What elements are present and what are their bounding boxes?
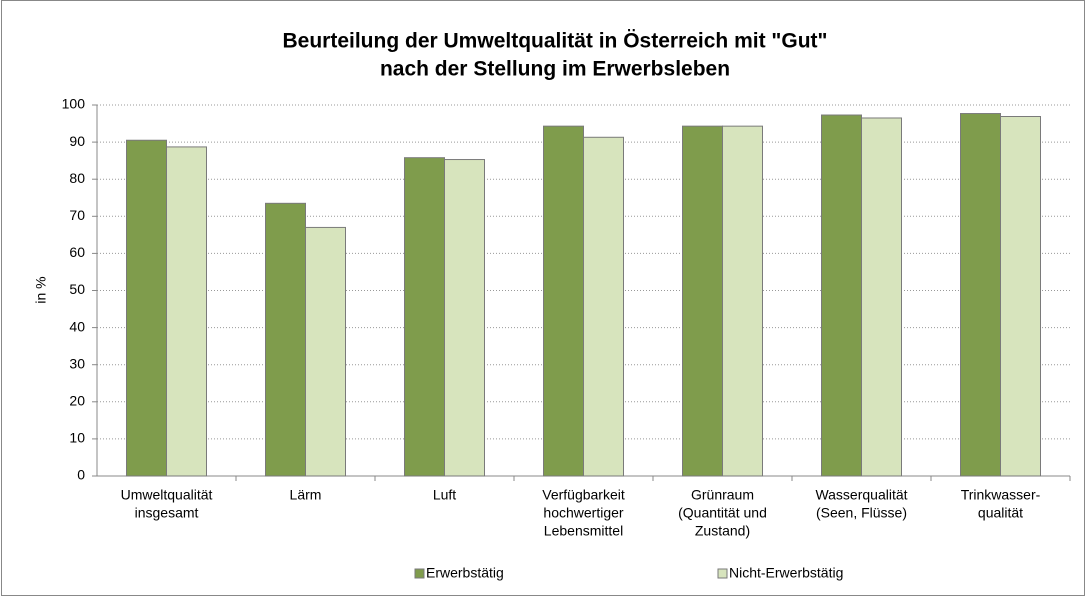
x-tick-label: Verfügbarkeit: [542, 487, 625, 503]
x-tick-label: Trinkwasser-: [961, 487, 1041, 503]
y-tick-label: 30: [69, 355, 85, 371]
y-tick-label: 90: [69, 133, 85, 149]
bar: [821, 114, 862, 477]
y-tick-label: 80: [69, 170, 85, 186]
x-tick-label: Umweltqualität: [121, 487, 213, 503]
bar: [1000, 116, 1041, 477]
bar: [126, 139, 167, 477]
bar: [583, 136, 624, 477]
chart-title: nach der Stellung im Erwerbsleben: [380, 58, 730, 81]
y-tick-label: 100: [62, 96, 86, 112]
legend-swatch: [717, 568, 728, 579]
x-tick-label: Lebensmittel: [544, 523, 623, 539]
bar: [861, 117, 902, 477]
x-tick-label: hochwertiger: [543, 505, 623, 521]
legend-swatch: [414, 568, 425, 579]
x-tick-label: (Quantität und: [678, 505, 767, 521]
y-tick-label: 10: [69, 430, 85, 446]
bar: [543, 125, 584, 477]
bar: [444, 159, 485, 477]
x-tick-label: Grünraum: [691, 487, 754, 503]
bar: [265, 202, 306, 477]
legend-label: Nicht-Erwerbstätig: [729, 565, 843, 581]
y-tick-label: 20: [69, 393, 85, 409]
x-tick-label: Wasserqualität: [815, 487, 907, 503]
legend-label: Erwerbstätig: [426, 565, 504, 581]
bar: [960, 113, 1001, 477]
bar: [722, 125, 763, 477]
x-tick-label: (Seen, Flüsse): [816, 505, 907, 521]
bar: [305, 226, 346, 477]
y-tick-label: 70: [69, 207, 85, 223]
x-tick-label: Luft: [433, 487, 456, 503]
y-tick-label: 0: [77, 467, 85, 483]
y-tick-label: 40: [69, 318, 85, 334]
x-tick-label: qualität: [978, 505, 1023, 521]
x-tick-label: Zustand): [695, 523, 750, 539]
y-tick-label: 60: [69, 244, 85, 260]
x-tick-label: insgesamt: [135, 505, 199, 521]
bar: [166, 146, 207, 477]
x-tick-label: Lärm: [290, 487, 322, 503]
y-axis-label: in %: [33, 276, 49, 303]
bar: [404, 157, 445, 477]
chart-title: Beurteilung der Umweltqualität in Österr…: [283, 30, 828, 53]
y-tick-label: 50: [69, 281, 85, 297]
bar: [682, 125, 723, 477]
